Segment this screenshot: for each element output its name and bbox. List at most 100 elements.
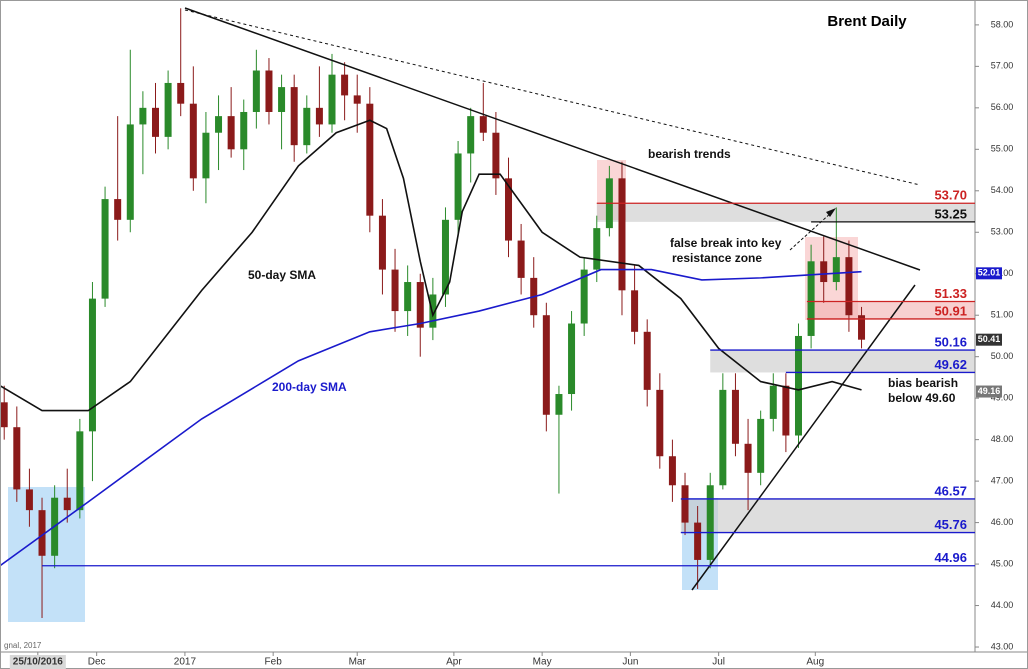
annotation: below 49.60 <box>888 391 956 405</box>
candle-body <box>252 70 260 112</box>
footer: gnal, 2017 <box>4 641 42 650</box>
price-tag <box>976 385 1002 398</box>
x-tick-label: May <box>533 657 552 668</box>
candle-body <box>353 95 361 104</box>
candle-body <box>328 74 336 125</box>
candle-body <box>366 103 374 216</box>
candle-body <box>757 418 765 473</box>
x-tick-label: Dec <box>88 657 106 668</box>
candle-body <box>467 116 475 154</box>
level-label: 49.62 <box>934 357 967 372</box>
series-label: 50-day SMA <box>248 268 316 282</box>
x-tick-label: Feb <box>265 657 283 668</box>
candle-body <box>13 427 21 490</box>
candle-body <box>177 82 185 104</box>
level-label: 51.33 <box>934 286 967 301</box>
candle-body <box>542 315 550 415</box>
candle-body <box>25 489 33 511</box>
candle-body <box>391 269 399 312</box>
y-tick-label: 58.00 <box>991 19 1014 29</box>
x-tick-label: Jun <box>622 657 638 668</box>
candle-body <box>517 240 525 278</box>
level-label: 45.76 <box>934 517 967 532</box>
x-tick-label: 25/10/2016 <box>13 657 63 668</box>
candle-body <box>126 124 134 220</box>
candle-body <box>139 107 147 125</box>
zone <box>596 203 975 222</box>
candle-body <box>164 82 172 137</box>
candle-body <box>631 290 639 332</box>
x-tick-box <box>9 655 66 669</box>
candle-body <box>568 323 576 395</box>
x-tick-label: Apr <box>446 657 462 668</box>
candle-body <box>845 257 853 316</box>
series-label: 200-day SMA <box>272 380 347 394</box>
trendline <box>184 7 921 271</box>
candle-body <box>416 282 424 328</box>
candle-body <box>215 116 223 133</box>
candle-body <box>794 335 802 436</box>
candle-body <box>114 199 122 220</box>
candle-body <box>492 132 500 179</box>
candle-body <box>454 153 462 220</box>
candle-body <box>429 294 437 328</box>
y-tick-label: 55.00 <box>991 144 1014 154</box>
y-tick-label: 46.00 <box>991 517 1014 527</box>
chart-title: Brent Daily <box>827 13 907 30</box>
level-label: 44.96 <box>934 550 967 565</box>
price-tag <box>976 267 1002 280</box>
price-tag <box>976 333 1002 346</box>
level-label: 53.25 <box>934 206 967 221</box>
level-label: 50.16 <box>934 334 967 349</box>
trendline <box>691 284 916 591</box>
x-tick-label: 2017 <box>174 657 197 668</box>
y-tick-label: 49.00 <box>991 393 1014 403</box>
candle-body <box>694 522 702 560</box>
candle-body <box>643 331 651 390</box>
candle-body <box>668 456 676 486</box>
candle-body <box>63 497 71 511</box>
candle-body <box>832 257 840 283</box>
sma-line <box>0 119 862 412</box>
candle-body <box>0 402 8 428</box>
candle-body <box>656 389 664 457</box>
candle-body <box>555 394 563 415</box>
candle-body <box>782 385 790 436</box>
price-tag-label: 52.01 <box>978 268 1001 278</box>
candle-body <box>265 70 273 112</box>
candle-body <box>151 107 159 137</box>
y-tick-label: 53.00 <box>991 227 1014 237</box>
y-tick-label: 43.00 <box>991 641 1014 651</box>
candle-body <box>706 485 714 560</box>
annotation: resistance zone <box>672 251 762 265</box>
y-tick-label: 45.00 <box>991 558 1014 568</box>
support-box <box>8 487 85 622</box>
y-tick-label: 57.00 <box>991 61 1014 71</box>
candle-body <box>580 269 588 324</box>
level-label: 53.70 <box>934 188 967 203</box>
candle-body <box>290 87 298 146</box>
y-tick-label: 51.00 <box>991 310 1014 320</box>
price-tag-label: 49.16 <box>978 386 1001 396</box>
zone <box>680 498 975 533</box>
candle-body <box>719 389 727 486</box>
sma-line <box>0 268 862 567</box>
candle-body <box>681 485 689 523</box>
candle-body <box>404 282 412 312</box>
candle-body <box>820 261 828 283</box>
level-label: 46.57 <box>934 483 967 498</box>
candle-body <box>731 389 739 444</box>
candle-body <box>593 228 601 270</box>
candle-body <box>505 178 513 241</box>
y-tick-label: 44.00 <box>991 600 1014 610</box>
y-tick-label: 50.00 <box>991 351 1014 361</box>
x-tick-label: Mar <box>349 657 367 668</box>
candle-body <box>101 199 109 299</box>
candle-body <box>441 219 449 295</box>
price-tag-label: 50.41 <box>978 334 1001 344</box>
candle-body <box>278 87 286 112</box>
candle-body <box>240 111 248 150</box>
annotation: false break into key <box>670 236 782 250</box>
y-tick-label: 56.00 <box>991 102 1014 112</box>
